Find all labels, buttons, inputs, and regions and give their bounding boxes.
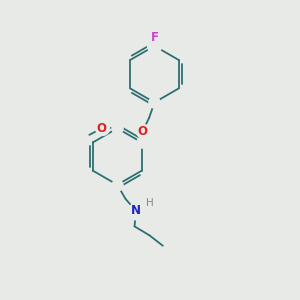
Text: H: H (146, 199, 153, 208)
Text: O: O (97, 122, 107, 135)
Text: N: N (131, 204, 141, 218)
Text: F: F (151, 32, 158, 44)
Text: O: O (138, 125, 148, 138)
